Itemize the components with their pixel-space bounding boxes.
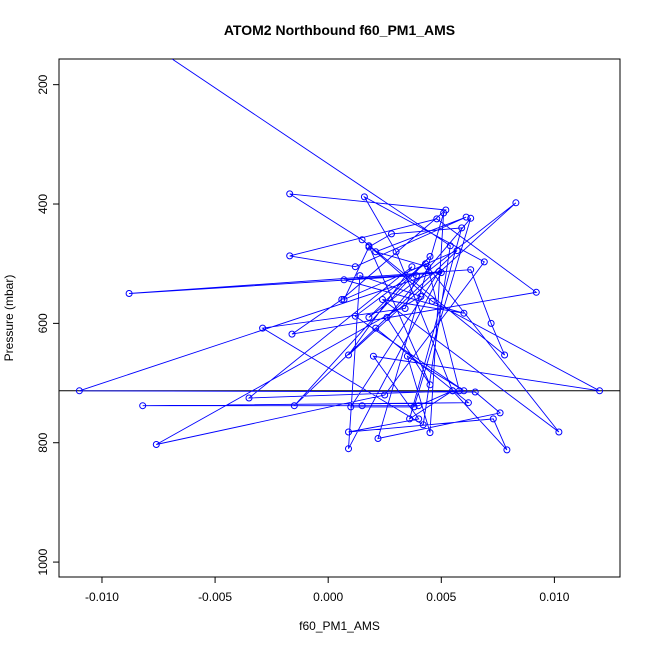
data-point — [440, 209, 448, 217]
plot-frame — [58, 58, 621, 578]
data-point — [480, 258, 488, 266]
data-point — [410, 403, 418, 411]
data-point — [426, 381, 434, 389]
data-point — [286, 252, 294, 260]
x-tick-label: -0.010 — [85, 590, 119, 604]
data-point — [383, 313, 391, 321]
data-point — [422, 260, 429, 268]
data-point — [512, 199, 520, 207]
data-point — [426, 429, 434, 437]
x-tick-label: -0.005 — [198, 590, 232, 604]
data-point — [388, 230, 395, 238]
data-point — [428, 297, 436, 305]
data-point — [419, 421, 427, 429]
data-point — [125, 290, 133, 297]
data-point — [288, 330, 296, 338]
y-tick-label: 1000 — [36, 548, 50, 575]
x-tick-label: 0.000 — [313, 590, 343, 604]
data-point — [401, 305, 409, 312]
data-point — [406, 415, 414, 423]
data-point — [351, 312, 359, 320]
data-point — [365, 313, 373, 321]
data-point — [358, 236, 366, 244]
data-point — [245, 394, 253, 402]
data-point — [596, 387, 604, 395]
y-tick-label: 800 — [36, 432, 50, 452]
data-point — [403, 352, 411, 360]
x-tick-label: 0.010 — [539, 590, 569, 604]
data-point — [259, 324, 267, 332]
y-tick-label: 600 — [36, 313, 50, 333]
series-layer — [75, 59, 604, 454]
data-point — [360, 193, 368, 201]
data-point — [345, 428, 352, 436]
data-point — [415, 402, 423, 410]
data-point — [351, 263, 359, 271]
data-point — [347, 403, 355, 411]
y-tick-label: 200 — [36, 74, 50, 94]
data-point — [487, 319, 495, 327]
data-point — [286, 190, 294, 198]
data-point — [338, 296, 346, 303]
data-point — [372, 248, 380, 256]
data-point — [433, 215, 441, 223]
y-axis: 1000 800 600 400 200 — [36, 74, 59, 575]
chart-title: ATOM2 Northbound f60_PM1_AMS — [224, 22, 455, 38]
data-point — [340, 276, 348, 284]
data-point — [369, 352, 377, 360]
data-point — [458, 224, 466, 232]
data-point — [365, 242, 373, 250]
y-axis-label: Pressure (mbar) — [2, 275, 16, 362]
data-point — [489, 415, 497, 423]
data-point — [449, 387, 457, 395]
data-point — [467, 214, 475, 222]
data-point — [446, 242, 454, 250]
data-point — [412, 272, 420, 280]
y-tick-label: 400 — [36, 194, 50, 214]
data-point — [379, 296, 386, 303]
data-point — [462, 213, 470, 221]
data-point — [464, 399, 472, 407]
data-point — [471, 388, 479, 396]
data-point — [453, 247, 461, 255]
data-point — [460, 309, 468, 317]
data-point — [555, 428, 563, 436]
data-point — [532, 288, 540, 296]
data-point — [496, 409, 504, 417]
data-point — [345, 351, 352, 359]
data-point — [503, 446, 511, 454]
data-point — [340, 296, 348, 303]
data-point — [467, 266, 475, 274]
x-tick-label: 0.005 — [426, 590, 456, 604]
data-point — [501, 351, 509, 359]
data-point — [455, 387, 463, 395]
data-point — [381, 391, 389, 399]
data-point — [372, 324, 380, 332]
data-point — [426, 253, 434, 260]
data-point — [75, 387, 83, 395]
data-point — [392, 248, 400, 256]
x-axis-label: f60_PM1_AMS — [299, 619, 380, 633]
series-line — [79, 59, 600, 451]
data-point — [374, 435, 382, 442]
data-point — [417, 293, 425, 300]
data-point — [345, 445, 352, 453]
data-point — [356, 272, 364, 280]
data-point — [435, 268, 443, 275]
data-point — [408, 263, 416, 271]
data-point — [415, 415, 423, 423]
data-point — [139, 402, 147, 410]
data-point — [460, 387, 468, 395]
data-point — [290, 402, 298, 410]
data-point — [152, 441, 160, 448]
x-axis: -0.010 -0.005 0.000 0.005 0.010 — [85, 577, 570, 604]
data-point — [358, 402, 366, 410]
